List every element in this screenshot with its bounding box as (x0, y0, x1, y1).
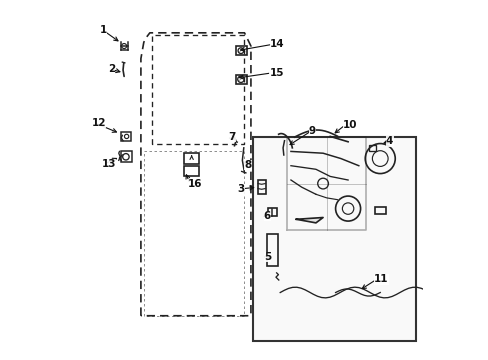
Text: 6: 6 (263, 211, 270, 221)
Text: 13: 13 (102, 159, 116, 169)
Text: 4: 4 (385, 136, 392, 147)
Text: 7: 7 (228, 132, 235, 142)
Text: 5: 5 (263, 252, 270, 262)
Text: 11: 11 (373, 274, 387, 284)
Polygon shape (296, 217, 323, 223)
Bar (184, 153, 199, 164)
Text: 15: 15 (269, 68, 284, 78)
Text: 8: 8 (244, 160, 251, 170)
Text: 16: 16 (187, 179, 202, 189)
Bar (121, 152, 132, 162)
Bar (253, 137, 415, 341)
Text: 12: 12 (91, 118, 106, 128)
Bar (266, 234, 277, 266)
Bar (121, 132, 131, 141)
Text: 10: 10 (342, 120, 357, 130)
Bar (267, 208, 276, 216)
Text: 3: 3 (237, 184, 244, 194)
Bar (368, 145, 375, 151)
Bar (236, 46, 246, 55)
Bar (257, 180, 265, 194)
Text: 14: 14 (270, 39, 285, 49)
Bar (184, 166, 199, 176)
Text: 2: 2 (108, 64, 115, 74)
Bar (374, 207, 385, 213)
Text: 9: 9 (308, 126, 315, 136)
Text: 1: 1 (100, 25, 107, 35)
Bar (236, 75, 246, 84)
